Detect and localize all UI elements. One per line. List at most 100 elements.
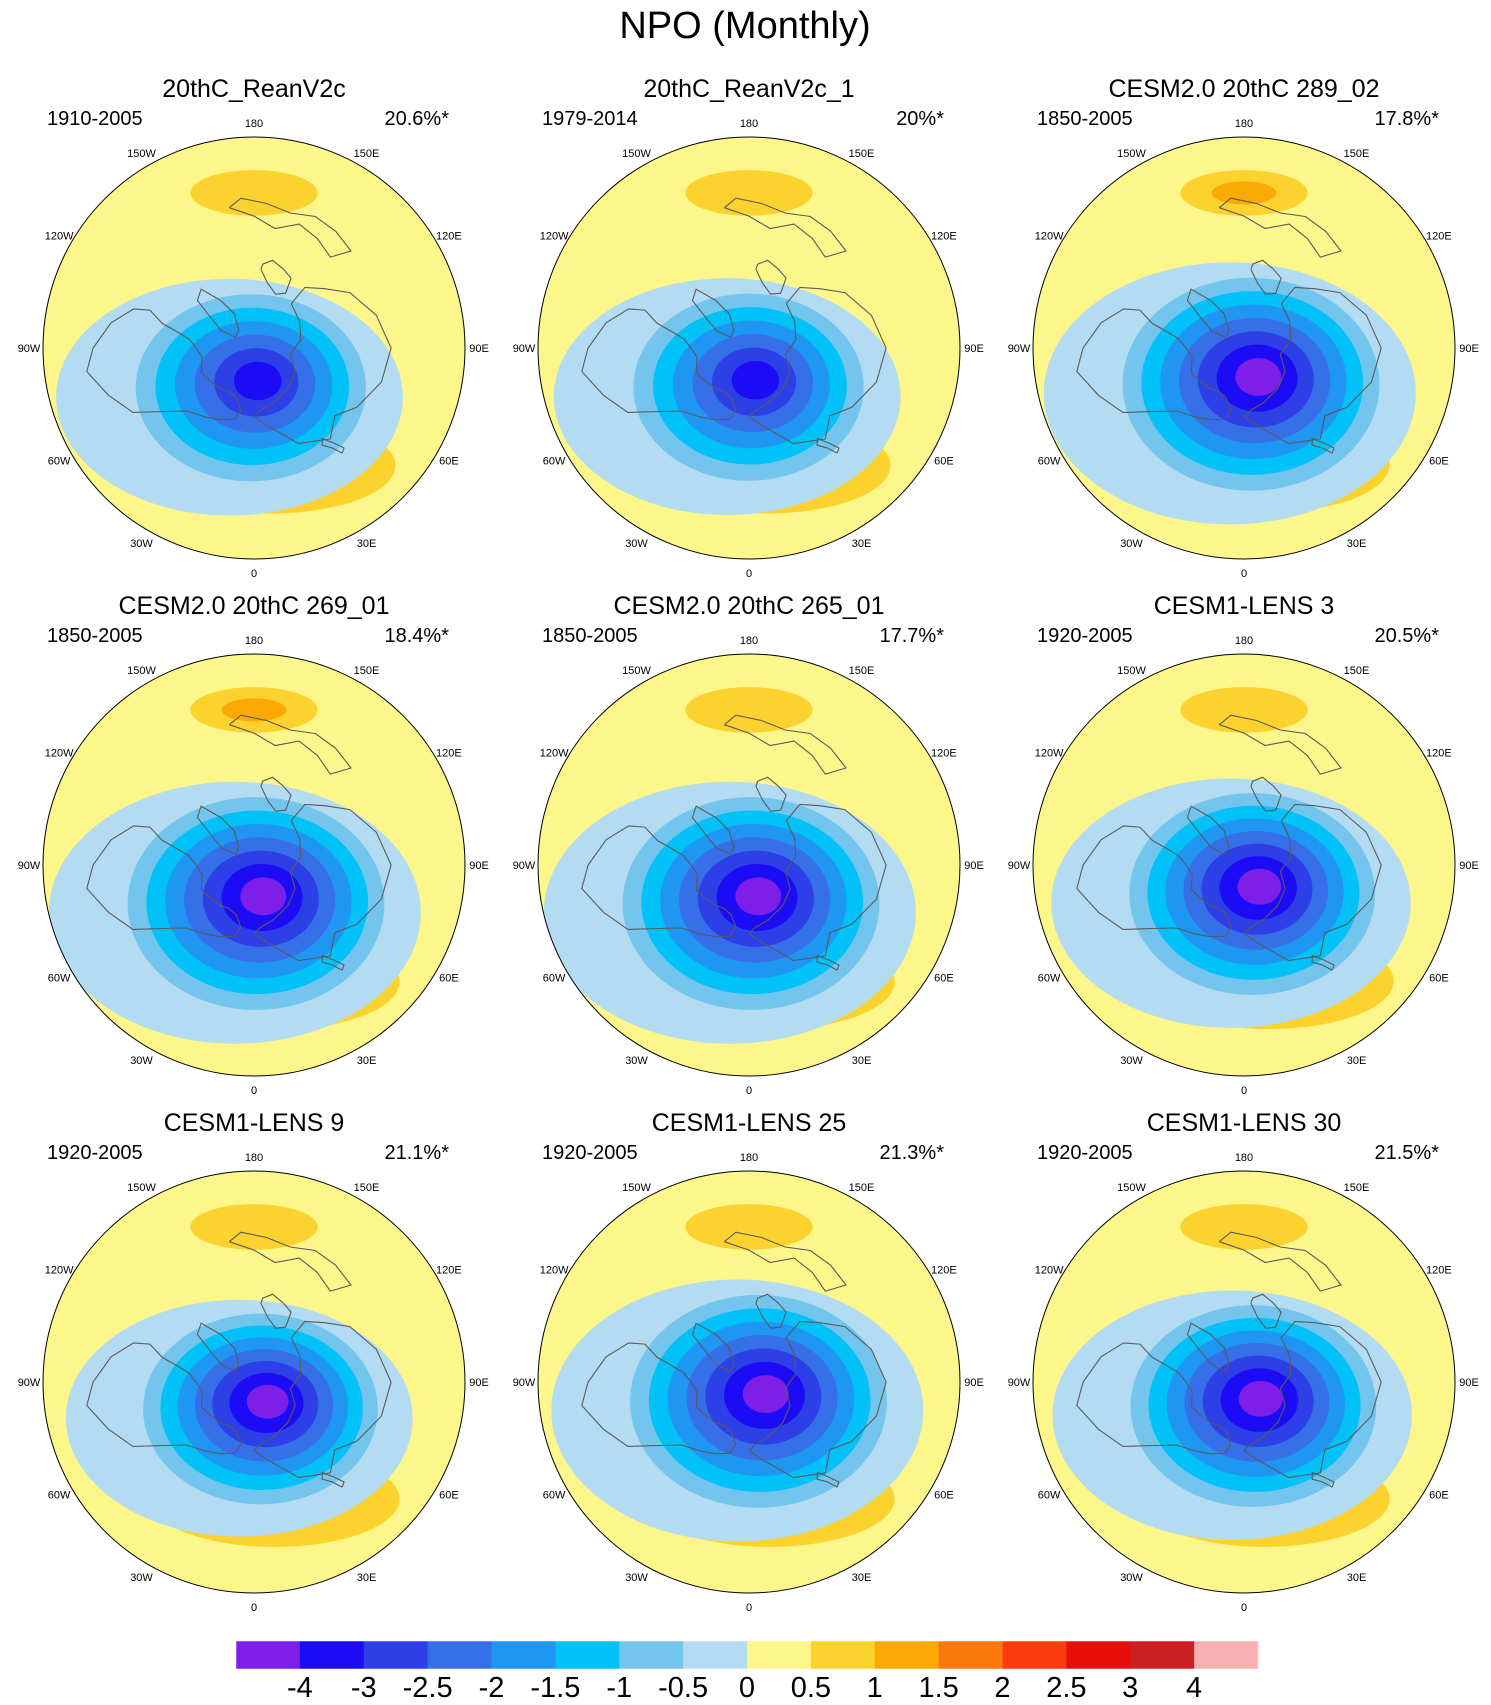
coastlines bbox=[86, 197, 392, 454]
longitude-label: 30E bbox=[1347, 538, 1367, 550]
longitude-label: 150W bbox=[1117, 148, 1146, 160]
colorbar-label: 2 bbox=[994, 1672, 1010, 1704]
longitude-label: 30W bbox=[1120, 1572, 1143, 1584]
coastline bbox=[86, 825, 242, 938]
colorbar: -4 -3 -2.5 -2 -1.5 -1 -0.5 0 0.5 1 1.5 2 2.5 3 4 bbox=[235, 1640, 1259, 1704]
coastline bbox=[755, 776, 787, 812]
longitude-label: 90W bbox=[18, 343, 41, 355]
longitude-label: 180 bbox=[740, 118, 758, 130]
coastline bbox=[253, 803, 392, 962]
panel-title: CESM2.0 20thC 269_01 bbox=[118, 592, 389, 620]
coastline bbox=[196, 288, 240, 338]
coastlines bbox=[581, 714, 887, 971]
atlantic-positive-level bbox=[1243, 192, 1245, 194]
longitude-label: 60E bbox=[1429, 973, 1449, 985]
colorbar-label: 0 bbox=[739, 1672, 755, 1704]
coastline bbox=[1186, 288, 1230, 338]
coastline bbox=[321, 954, 345, 971]
panel-title: CESM1-LENS 30 bbox=[1147, 1109, 1342, 1137]
longitude-label: 120W bbox=[1035, 231, 1064, 243]
coastline bbox=[1218, 197, 1342, 258]
longitude-label: 60W bbox=[1038, 1490, 1061, 1502]
coastline bbox=[748, 1320, 887, 1479]
longitude-label: 120E bbox=[1426, 231, 1452, 243]
panel-years: 1979-2014 bbox=[542, 108, 638, 130]
panel-years: 1850-2005 bbox=[1037, 108, 1133, 130]
longitude-label: 30W bbox=[1120, 538, 1143, 550]
figure-title: NPO (Monthly) bbox=[619, 5, 870, 47]
coastline bbox=[755, 1293, 787, 1329]
arctic-negative-level bbox=[1238, 1380, 1283, 1417]
longitude-label: 90E bbox=[469, 343, 489, 355]
coastline bbox=[1250, 1293, 1282, 1329]
longitude-label: 0 bbox=[251, 568, 257, 580]
longitude-label: 90E bbox=[964, 1377, 984, 1389]
longitude-label: 0 bbox=[746, 1085, 752, 1097]
longitude-label: 30E bbox=[1347, 1572, 1367, 1584]
longitude-label: 150E bbox=[1344, 665, 1370, 677]
npo-field bbox=[1033, 137, 1455, 559]
colorbar-swatch bbox=[491, 1641, 556, 1669]
colorbar-swatch bbox=[874, 1641, 940, 1669]
longitude-label: 150E bbox=[849, 148, 875, 160]
colorbar-label: -2 bbox=[479, 1672, 505, 1704]
coastline bbox=[1076, 1342, 1232, 1455]
coastlines bbox=[1076, 1231, 1382, 1488]
coastline bbox=[1218, 714, 1342, 775]
longitude-label: 180 bbox=[245, 635, 263, 647]
panel: 180 150E 120E 90E 60E 30E 0 30W 60W 90W 120W 150W 20… bbox=[18, 75, 489, 580]
coastline bbox=[1311, 1471, 1335, 1488]
longitude-label: 90E bbox=[1459, 1377, 1479, 1389]
arctic-negative-level bbox=[1235, 358, 1282, 396]
arctic-negative-level bbox=[240, 877, 287, 916]
longitude-label: 60E bbox=[934, 1490, 954, 1502]
longitude-label: 30E bbox=[357, 538, 377, 550]
atlantic-positive-level bbox=[685, 687, 813, 733]
panel-variance: 17.7%* bbox=[880, 625, 945, 647]
longitude-label: 150W bbox=[127, 148, 156, 160]
longitude-label: 90W bbox=[1008, 1377, 1031, 1389]
colorbar-label: 4 bbox=[1186, 1672, 1202, 1704]
npo-field bbox=[43, 654, 465, 1076]
longitude-label: 90E bbox=[964, 343, 984, 355]
coastline bbox=[581, 308, 737, 421]
coastline bbox=[691, 805, 735, 855]
longitude-label: 120W bbox=[540, 1265, 569, 1277]
coastline bbox=[196, 805, 240, 855]
colorbar-swatch bbox=[938, 1641, 1004, 1669]
coastline bbox=[86, 308, 242, 421]
colorbar-swatch bbox=[363, 1641, 429, 1669]
longitude-label: 60E bbox=[934, 456, 954, 468]
coastline bbox=[228, 1231, 352, 1292]
longitude-label: 90W bbox=[1008, 860, 1031, 872]
colorbar-label: -1 bbox=[606, 1672, 632, 1704]
colorbar-swatch bbox=[747, 1641, 812, 1669]
longitude-label: 90E bbox=[469, 1377, 489, 1389]
coastline bbox=[86, 1342, 242, 1455]
longitude-label: 0 bbox=[1241, 1602, 1247, 1614]
longitude-label: 60W bbox=[543, 973, 566, 985]
npo-field bbox=[43, 1171, 465, 1593]
longitude-label: 180 bbox=[245, 1152, 263, 1164]
arctic-negative-level bbox=[1237, 868, 1282, 905]
longitude-label: 30W bbox=[130, 1572, 153, 1584]
longitude-label: 120E bbox=[436, 1265, 462, 1277]
coastline bbox=[816, 954, 840, 971]
longitude-label: 120W bbox=[540, 748, 569, 760]
coastlines bbox=[1076, 714, 1382, 971]
coastline bbox=[581, 1342, 737, 1455]
coastline bbox=[1243, 803, 1382, 962]
colorbar-swatch bbox=[1066, 1641, 1131, 1669]
coastline bbox=[253, 1320, 392, 1479]
coastline bbox=[1186, 805, 1230, 855]
coastline bbox=[691, 288, 735, 338]
longitude-label: 0 bbox=[746, 1602, 752, 1614]
longitude-label: 0 bbox=[1241, 1085, 1247, 1097]
coastline bbox=[1218, 1231, 1342, 1292]
coastline bbox=[253, 286, 392, 445]
coastline bbox=[228, 714, 352, 775]
longitude-label: 30W bbox=[130, 1055, 153, 1067]
longitude-label: 120E bbox=[931, 1265, 957, 1277]
panel-years: 1910-2005 bbox=[47, 108, 143, 130]
